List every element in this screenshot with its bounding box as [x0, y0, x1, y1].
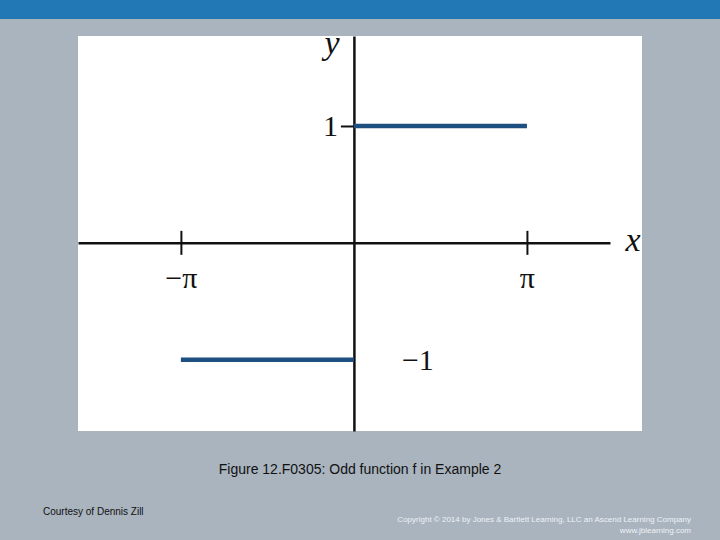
y-tick: −1 — [341, 343, 434, 376]
slide: −π π 1 −1 x y Figure 12.F0305: Odd function f … — [0, 0, 720, 540]
x-axis-title: x — [624, 221, 640, 258]
plot-area — [181, 126, 527, 360]
step-line — [181, 126, 527, 360]
top-bar — [0, 0, 720, 19]
y-tick: 1 — [323, 109, 354, 142]
x-tick-label: π — [520, 261, 535, 294]
plot-panel — [78, 36, 642, 431]
y-axis-title: y — [321, 24, 340, 61]
y-axis: 1 −1 — [323, 37, 434, 432]
copyright: Copyright © 2014 by Jones & Bartlett Lea… — [397, 515, 691, 524]
x-tick: −π — [165, 231, 197, 294]
x-axis-line — [79, 242, 611, 245]
y-tick-label: −1 — [402, 343, 434, 376]
x-tick: π — [520, 231, 535, 294]
x-tick-mark — [526, 231, 528, 255]
x-tick-label: −π — [165, 261, 197, 294]
x-axis: −π π — [79, 231, 611, 294]
slide-background — [0, 0, 720, 540]
y-tick-label: 1 — [323, 109, 338, 142]
y-tick-mark — [341, 125, 354, 127]
y-axis-line — [353, 37, 356, 432]
credit: Courtesy of Dennis Zill — [43, 506, 144, 517]
caption: Figure 12.F0305: Odd function f in Examp… — [219, 461, 502, 477]
x-tick-mark — [180, 231, 182, 255]
publisher-url: www.jblearning.com — [619, 526, 691, 535]
